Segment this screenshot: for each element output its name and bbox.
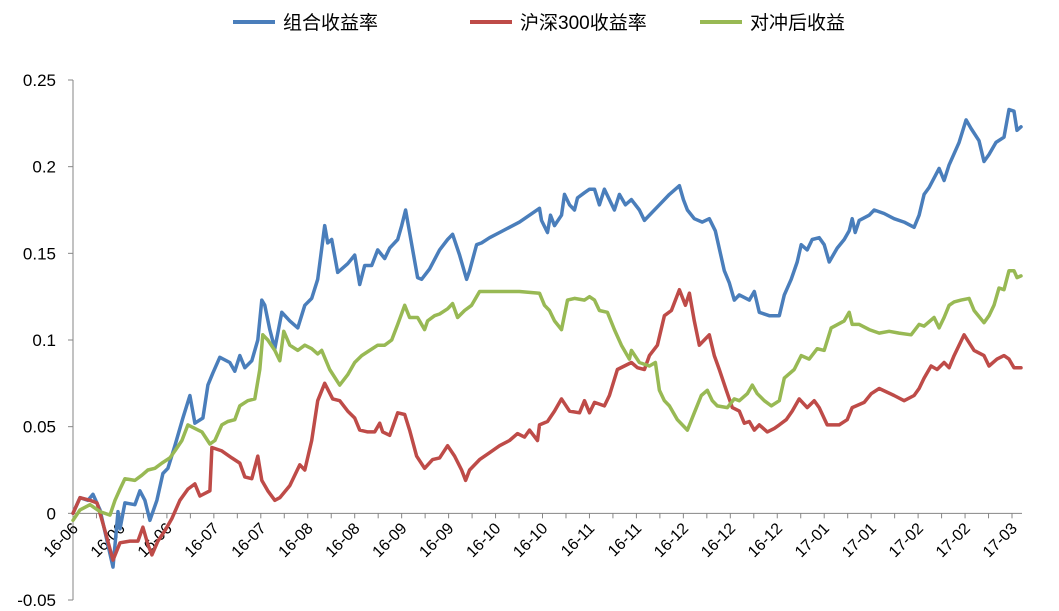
y-tick-label: 0.2 xyxy=(32,158,56,177)
legend-label: 组合收益率 xyxy=(283,12,378,34)
y-tick-label: 0.05 xyxy=(23,418,56,437)
x-tick-label: 16-09 xyxy=(370,520,411,561)
series-line-1 xyxy=(71,287,1023,562)
series-line-2 xyxy=(71,268,1023,523)
y-tick-label: 0.1 xyxy=(32,331,56,350)
y-tick-label: 0.25 xyxy=(23,71,56,90)
x-tick-label: 17-01 xyxy=(792,520,833,561)
x-tick-label: 16-07 xyxy=(229,520,270,561)
x-tick-label: 16-10 xyxy=(463,520,504,561)
x-tick-label: 16-08 xyxy=(276,520,317,561)
legend-item: 对冲后收益 xyxy=(700,12,845,34)
x-tick-label: 16-08 xyxy=(323,520,364,561)
legend-label: 沪深300收益率 xyxy=(520,12,647,34)
legend-item: 组合收益率 xyxy=(233,12,378,34)
x-tick-label: 16-12 xyxy=(745,520,786,561)
x-tick-label: 16-11 xyxy=(605,520,645,560)
series-line-0 xyxy=(71,107,1023,569)
x-tick-label: 16-11 xyxy=(558,520,598,560)
y-tick-label: 0 xyxy=(47,504,56,523)
series-group xyxy=(71,107,1023,569)
legend-label: 对冲后收益 xyxy=(750,12,845,34)
x-tick-label: 16-06 xyxy=(135,520,176,561)
x-tick-label: 17-02 xyxy=(933,520,974,561)
x-tick-label: 17-03 xyxy=(980,520,1021,561)
x-tick-label: 16-06 xyxy=(41,520,82,561)
x-tick-label: 17-02 xyxy=(886,520,927,561)
x-tick-label: 16-09 xyxy=(416,520,457,561)
x-tick-label: 16-10 xyxy=(510,520,551,561)
y-tick-label: 0.15 xyxy=(23,244,56,263)
x-tick-label: 16-07 xyxy=(182,520,223,561)
y-tick-label: -0.05 xyxy=(17,591,56,606)
x-tick-label: 16-12 xyxy=(651,520,692,561)
x-tick-label: 17-01 xyxy=(839,520,880,561)
legend-item: 沪深300收益率 xyxy=(470,12,647,34)
legend: 组合收益率 沪深300收益率 对冲后收益 xyxy=(233,12,845,34)
x-tick-label: 16-12 xyxy=(698,520,739,561)
